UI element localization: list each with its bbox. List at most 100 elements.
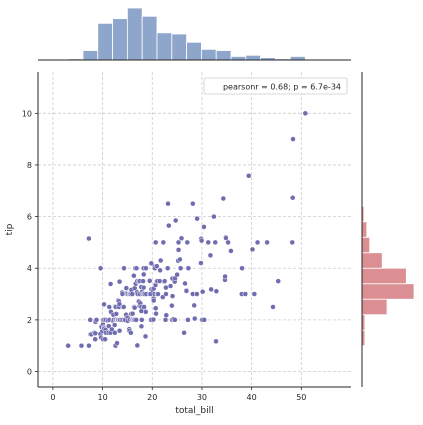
scatter-point bbox=[264, 239, 270, 246]
scatter-point bbox=[199, 288, 206, 295]
scatter-point bbox=[161, 278, 168, 284]
scatter-point bbox=[201, 224, 207, 230]
scatter-point bbox=[111, 322, 118, 328]
marginal-x-bar bbox=[171, 33, 188, 61]
marginal-x-bar bbox=[126, 7, 143, 61]
scatter-point bbox=[194, 215, 200, 222]
annotation-box: pearsonr = 0.68; p = 6.7e-34 bbox=[203, 77, 348, 95]
y-tick-label: 0 bbox=[27, 368, 32, 377]
scatter-point bbox=[164, 265, 171, 271]
scatter-point bbox=[102, 336, 108, 342]
scatter-point bbox=[289, 194, 296, 201]
scatter-point bbox=[146, 278, 153, 284]
scatter-point bbox=[223, 235, 229, 241]
marginal-y-bar bbox=[361, 298, 388, 316]
marginal-x-bar bbox=[156, 32, 173, 61]
scatter-point bbox=[228, 248, 234, 254]
marginal-y-histogram bbox=[361, 112, 415, 347]
x-tick-label: 50 bbox=[296, 393, 306, 402]
scatter-point bbox=[169, 293, 176, 299]
scatter-point bbox=[97, 265, 104, 271]
scatter-point bbox=[162, 317, 169, 323]
scatter-point bbox=[175, 239, 182, 246]
y-axis-label: tip bbox=[5, 223, 15, 235]
scatter-point bbox=[133, 317, 139, 323]
scatter-point bbox=[185, 317, 191, 323]
scatter-point bbox=[86, 342, 92, 349]
x-tick-label: 30 bbox=[197, 393, 207, 402]
marginal-x-bar bbox=[289, 56, 306, 61]
scatter-point bbox=[213, 338, 219, 345]
scatter-point bbox=[121, 304, 127, 310]
x-tick-label: 0 bbox=[50, 393, 55, 402]
scatter-point bbox=[87, 317, 93, 323]
scatter-point bbox=[86, 235, 92, 242]
scatter-point bbox=[177, 265, 184, 271]
marginal-x-bar bbox=[141, 15, 158, 61]
marginal-y-bar bbox=[361, 221, 368, 238]
marginal-x-bar bbox=[97, 22, 113, 61]
scatter-point bbox=[114, 340, 120, 346]
scatter-points bbox=[65, 110, 309, 349]
y-tick-label: 2 bbox=[27, 316, 32, 325]
scatter-point bbox=[134, 342, 141, 349]
scatter-point bbox=[211, 213, 217, 220]
scatter-point bbox=[156, 278, 163, 284]
scatter-point bbox=[123, 285, 130, 291]
scatter-point bbox=[128, 330, 134, 336]
marginal-x-bar bbox=[230, 56, 247, 61]
scatter-point bbox=[112, 330, 118, 336]
marginal-x-bar bbox=[245, 54, 262, 61]
annotation-text: pearsonr = 0.68; p = 6.7e-34 bbox=[223, 83, 341, 92]
scatter-point bbox=[172, 217, 179, 224]
scatter-point bbox=[139, 317, 145, 323]
scatter-point bbox=[183, 288, 190, 294]
scatter-point bbox=[270, 304, 276, 310]
marginal-x-bar bbox=[186, 41, 202, 61]
scatter-point bbox=[93, 317, 100, 323]
y-tick-label: 6 bbox=[27, 213, 32, 222]
y-tick-label: 10 bbox=[22, 109, 32, 118]
scatter-point bbox=[141, 271, 147, 278]
scatter-point bbox=[178, 235, 185, 242]
scatter-point bbox=[116, 278, 123, 285]
scatter-point bbox=[167, 283, 174, 289]
scatter-point bbox=[142, 333, 149, 340]
scatter-point bbox=[133, 265, 140, 271]
x-tick-label: 40 bbox=[247, 393, 257, 402]
marginal-y-bar bbox=[361, 236, 371, 254]
scatter-point bbox=[182, 280, 188, 287]
scatter-point bbox=[192, 315, 198, 322]
y-tick-label: 8 bbox=[27, 161, 32, 170]
marginal-x-bar bbox=[215, 50, 232, 61]
scatter-point bbox=[113, 311, 120, 317]
scatter-point bbox=[184, 239, 191, 246]
scatter-point bbox=[131, 304, 138, 311]
scatter-point bbox=[148, 260, 155, 267]
scatter-point bbox=[165, 200, 171, 207]
scatter-point bbox=[175, 247, 182, 253]
scatter-point bbox=[92, 330, 98, 337]
y-ticks: 0 2 4 6 8 10 bbox=[22, 109, 38, 377]
scatter-point bbox=[129, 310, 136, 317]
scatter-point bbox=[143, 309, 149, 315]
scatter-point bbox=[174, 271, 180, 278]
scatter-point bbox=[157, 267, 163, 274]
scatter-point bbox=[254, 239, 261, 246]
scatter-point bbox=[152, 239, 159, 246]
scatter-point bbox=[290, 136, 296, 142]
scatter-point bbox=[242, 291, 249, 297]
scatter-point bbox=[213, 288, 220, 294]
scatter-point bbox=[190, 200, 196, 207]
scatter-point bbox=[163, 284, 169, 291]
scatter-point bbox=[225, 239, 231, 246]
scatter-point bbox=[106, 323, 112, 329]
marginal-x-bar bbox=[112, 18, 128, 61]
scatter-point bbox=[154, 263, 160, 269]
scatter-point bbox=[191, 302, 197, 309]
scatter-point bbox=[131, 272, 137, 279]
scatter-point bbox=[121, 265, 127, 271]
scatter-point bbox=[116, 327, 123, 334]
marginal-x-histogram bbox=[67, 7, 306, 61]
scatter-point bbox=[201, 317, 207, 323]
